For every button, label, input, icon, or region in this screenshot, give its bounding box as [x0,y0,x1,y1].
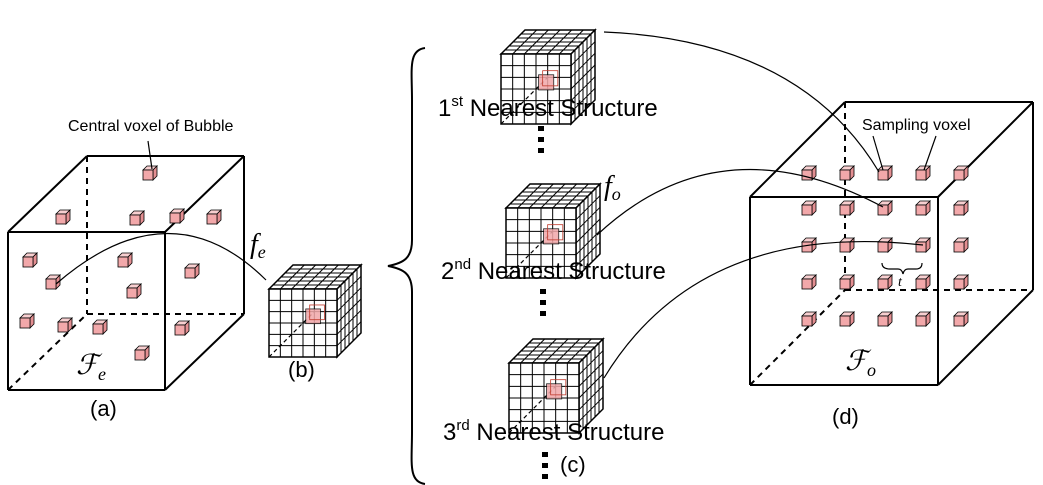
structure-3-label: 3rd Nearest Structure [443,417,664,446]
sampling-voxel-pointer-2 [923,135,937,171]
sampling-voxel [839,311,855,327]
spacing-t-label: t [898,275,903,290]
sampling-voxel [953,311,969,327]
sampling-voxel [839,200,855,216]
ellipsis-dot [538,148,544,153]
sampling-voxel [877,165,893,181]
ellipsis-dot [542,452,548,457]
central-voxel-pointer [147,140,153,170]
curly-brace [387,47,426,485]
sampling-voxel [953,274,969,290]
sampling-voxel [915,274,931,290]
structure-3-suffix: rd [456,417,469,434]
ellipsis-dot [542,463,548,468]
sampling-voxel [877,274,893,290]
ellipsis-dot [538,126,544,131]
grid-cube-1st [499,28,597,126]
sampling-voxel-label: Sampling voxel [862,117,971,134]
fe-small-f: f [250,229,261,260]
sampling-voxel [877,311,893,327]
grid-cube-3rd [507,337,605,435]
bubble-grid-cube-b [267,263,363,359]
fo-small-f: f [604,171,615,202]
spacing-brace-t [881,262,923,275]
structure-2-ordinal: 2 [441,258,454,285]
sampling-voxels-fo [801,165,969,327]
sampling-voxel [953,200,969,216]
ellipsis-dot [542,474,548,479]
fo-small-label: fo [604,171,621,204]
fe-script-sub: e [98,364,106,384]
sampling-voxel [801,200,817,216]
feature-volume-fo [749,101,1034,386]
fe-arrow-curve [55,232,267,285]
structure-1-suffix: st [451,93,464,110]
ellipsis-dot [540,311,546,316]
structure-1-ordinal: 1 [438,95,451,122]
sampling-voxel [953,165,969,181]
structure-2-text: Nearest Structure [471,258,666,285]
fe-small-sub: e [258,242,266,262]
structure-1-label: 1st Nearest Structure [438,93,658,122]
structure-2-label: 2nd Nearest Structure [441,256,666,285]
fo-small-sub: o [612,184,621,204]
feature-volume-fe [7,155,245,391]
sampling-voxel [915,200,931,216]
grid-cube-2nd [504,182,602,280]
sampling-voxel [839,165,855,181]
fo-math-label: ℱo [845,346,876,380]
sampling-voxel [953,237,969,253]
ellipsis-dot [540,300,546,305]
sampling-voxel [915,311,931,327]
sampling-voxel [915,165,931,181]
panel-b-label: (b) [288,357,315,382]
sampling-voxel [801,311,817,327]
fo-script-sub: o [867,360,876,380]
structure-3-text: Nearest Structure [470,419,665,446]
structure-3-ordinal: 3 [443,419,456,446]
sampling-voxel [839,274,855,290]
sampling-voxel [801,274,817,290]
fe-math-label: ℱe [76,350,106,384]
panel-d-label: (d) [832,404,859,429]
curve-3rd-to-sampling [603,241,924,379]
bubble-voxels-fe [19,165,222,361]
sampling-voxel-pointer-1 [872,135,884,171]
curve-1st-to-sampling [603,31,880,173]
structure-2-suffix: nd [454,256,471,273]
ellipsis-dot [540,289,546,294]
ellipsis-dots [538,126,548,479]
sampling-voxel [877,237,893,253]
central-voxel-label: Central voxel of Bubble [68,118,234,135]
sampling-voxel [839,237,855,253]
sampling-voxel [877,200,893,216]
curve-2nd-to-sampling [596,168,884,236]
fe-small-label: fe [250,229,266,262]
ellipsis-dot [538,137,544,142]
structure-1-text: Nearest Structure [463,95,658,122]
panel-a-label: (a) [90,396,117,421]
panel-c-label: (c) [560,452,586,477]
